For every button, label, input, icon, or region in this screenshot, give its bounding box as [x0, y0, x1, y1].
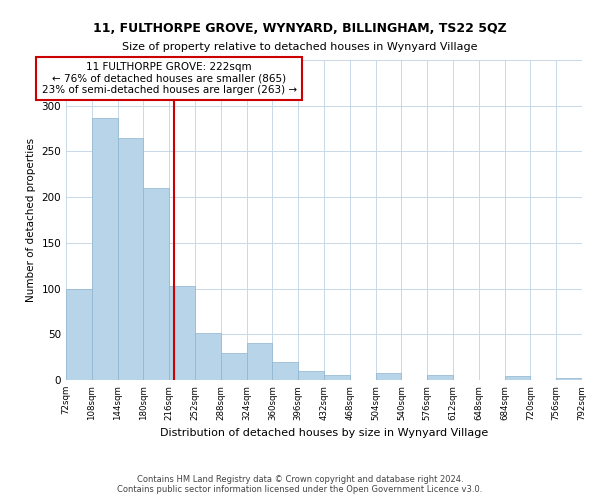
Text: Size of property relative to detached houses in Wynyard Village: Size of property relative to detached ho… [122, 42, 478, 52]
Bar [298, 371, 324, 380]
Y-axis label: Number of detached properties: Number of detached properties [26, 138, 36, 302]
Bar [376, 372, 401, 380]
Bar [556, 378, 582, 380]
Text: 11 FULTHORPE GROVE: 222sqm
← 76% of detached houses are smaller (865)
23% of sem: 11 FULTHORPE GROVE: 222sqm ← 76% of deta… [41, 62, 297, 95]
X-axis label: Distribution of detached houses by size in Wynyard Village: Distribution of detached houses by size … [160, 428, 488, 438]
Bar [272, 362, 298, 380]
Bar [505, 376, 530, 380]
Bar [427, 374, 453, 380]
Bar [66, 288, 92, 380]
Bar [143, 188, 169, 380]
Text: Contains HM Land Registry data © Crown copyright and database right 2024.
Contai: Contains HM Land Registry data © Crown c… [118, 474, 482, 494]
Bar [118, 138, 143, 380]
Bar [169, 286, 195, 380]
Bar [221, 352, 247, 380]
Bar [324, 374, 350, 380]
Bar [247, 342, 272, 380]
Text: 11, FULTHORPE GROVE, WYNYARD, BILLINGHAM, TS22 5QZ: 11, FULTHORPE GROVE, WYNYARD, BILLINGHAM… [93, 22, 507, 36]
Bar [195, 334, 221, 380]
Bar [92, 118, 118, 380]
